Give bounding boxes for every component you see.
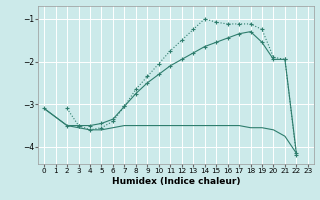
X-axis label: Humidex (Indice chaleur): Humidex (Indice chaleur) bbox=[112, 177, 240, 186]
